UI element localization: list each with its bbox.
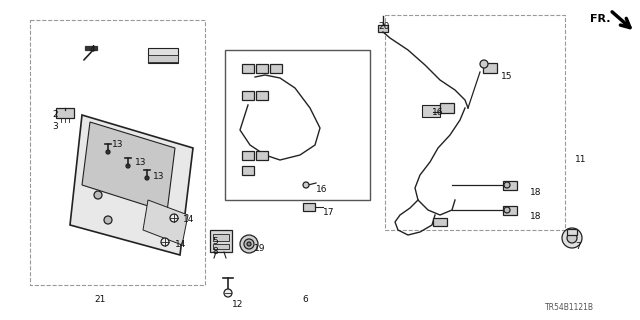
Circle shape [94, 191, 102, 199]
Circle shape [240, 235, 258, 253]
Text: 13: 13 [153, 172, 164, 181]
Circle shape [145, 176, 149, 180]
Circle shape [480, 60, 488, 68]
Text: 17: 17 [323, 208, 335, 217]
Text: 12: 12 [232, 300, 243, 309]
Text: FR.: FR. [590, 14, 611, 24]
Bar [256, 91, 268, 100]
Circle shape [170, 214, 178, 222]
Bar [242, 91, 254, 100]
Text: 8: 8 [212, 247, 218, 256]
Text: 16: 16 [432, 108, 444, 117]
Text: 15: 15 [501, 72, 513, 81]
Circle shape [504, 207, 510, 213]
Bar [503, 180, 517, 189]
Bar [30, 20, 205, 285]
Text: 14: 14 [175, 240, 186, 249]
Text: 19: 19 [254, 244, 266, 253]
Bar [148, 48, 178, 63]
Bar [256, 63, 268, 73]
Circle shape [244, 239, 254, 249]
Bar [385, 15, 565, 230]
Text: 11: 11 [575, 155, 586, 164]
Polygon shape [70, 115, 193, 255]
Text: 20: 20 [378, 22, 389, 31]
Bar [567, 229, 577, 235]
Bar [433, 218, 447, 226]
Text: TR54B1121B: TR54B1121B [545, 303, 594, 312]
Bar [85, 46, 97, 50]
Circle shape [562, 228, 582, 248]
Bar [256, 150, 268, 159]
Bar [225, 50, 370, 200]
Bar [440, 103, 454, 113]
Text: 13: 13 [135, 158, 147, 167]
Bar [242, 63, 254, 73]
Bar [378, 25, 388, 31]
Bar [503, 205, 517, 214]
Bar [213, 234, 229, 241]
Circle shape [303, 182, 309, 188]
Circle shape [126, 164, 130, 168]
Text: 4: 4 [90, 45, 95, 54]
Text: 5: 5 [212, 237, 218, 246]
Text: 2: 2 [52, 110, 58, 119]
Polygon shape [82, 122, 175, 212]
Text: 14: 14 [183, 215, 195, 224]
Bar [483, 63, 497, 73]
Polygon shape [143, 200, 188, 245]
Bar [303, 203, 315, 211]
Circle shape [224, 289, 232, 297]
Text: 16: 16 [316, 185, 328, 194]
Text: 7: 7 [575, 242, 580, 251]
Text: 18: 18 [530, 212, 541, 221]
Bar [422, 105, 440, 117]
Circle shape [104, 216, 112, 224]
Circle shape [106, 150, 110, 154]
Bar [56, 108, 74, 118]
Circle shape [504, 182, 510, 188]
Bar [242, 165, 254, 174]
Text: 13: 13 [112, 140, 124, 149]
Circle shape [161, 238, 169, 246]
Bar [148, 55, 178, 62]
Circle shape [247, 242, 251, 246]
Bar [270, 63, 282, 73]
Text: 3: 3 [52, 122, 58, 131]
Circle shape [567, 233, 577, 243]
Text: 6: 6 [302, 295, 308, 304]
Text: 18: 18 [530, 188, 541, 197]
Bar [213, 244, 229, 249]
Bar [242, 150, 254, 159]
Text: 21: 21 [94, 295, 106, 304]
Bar [210, 230, 232, 252]
